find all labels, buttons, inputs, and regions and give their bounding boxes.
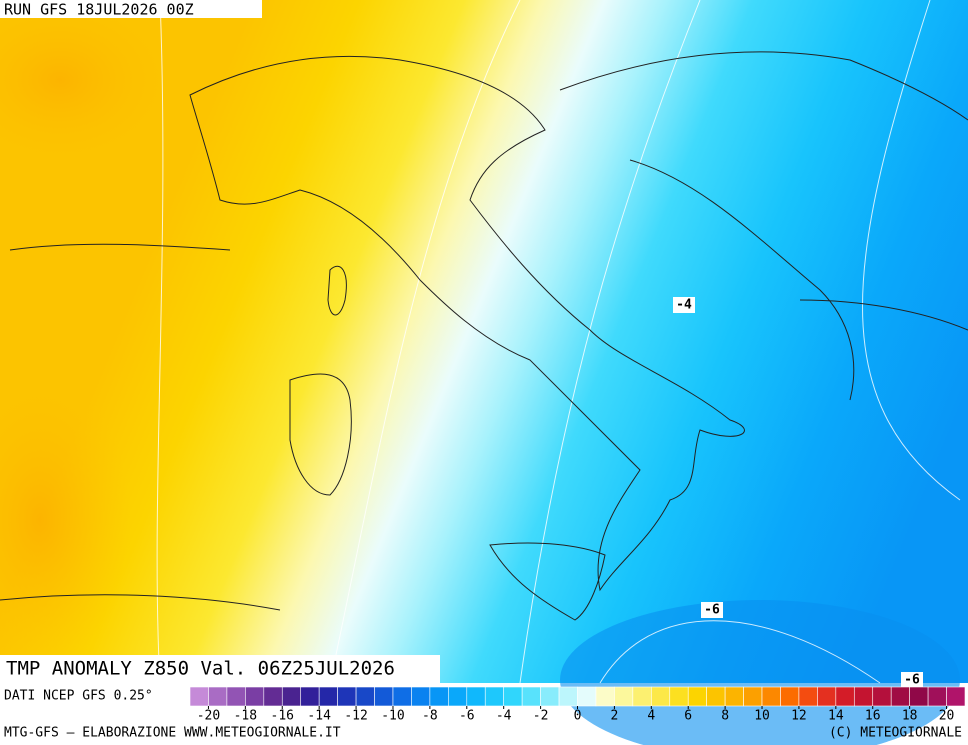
tick-label: 16: [865, 709, 881, 724]
color-swatch: [687, 686, 707, 707]
color-swatch: [540, 686, 560, 707]
color-swatch: [890, 686, 910, 707]
color-swatch: [355, 686, 375, 707]
color-swatch: [614, 686, 634, 707]
color-swatch: [318, 686, 338, 707]
tick-label: 12: [791, 709, 807, 724]
contour-labels: -4 -6 -6: [673, 297, 923, 688]
color-swatch: [392, 686, 412, 707]
map-title: TMP ANOMALY Z850 Val. 06Z25JUL2026: [6, 658, 395, 680]
color-swatch: [669, 686, 689, 707]
color-swatch: [927, 686, 947, 707]
color-swatch: [780, 686, 800, 707]
header-box: [0, 0, 262, 18]
color-swatch: [724, 686, 744, 707]
color-swatch: [835, 686, 855, 707]
color-swatch: [411, 686, 431, 707]
contour-label-box: [901, 672, 923, 688]
color-swatch: [558, 686, 578, 707]
color-swatch: [281, 686, 302, 707]
tick-label: 10: [754, 709, 770, 724]
tick-label: 0: [574, 709, 582, 724]
tick-label: 18: [902, 709, 918, 724]
tick-label: 20: [939, 709, 955, 724]
color-swatch: [226, 686, 246, 707]
source: DATI NCEP GFS 0.25°: [4, 689, 153, 704]
color-swatch: [577, 686, 597, 707]
color-swatch: [521, 686, 541, 707]
tick-label: -6: [459, 709, 475, 724]
tick-label: -4: [496, 709, 512, 724]
color-swatch: [817, 686, 837, 707]
color-swatch: [374, 686, 394, 707]
color-swatch: [208, 686, 228, 707]
color-swatch: [595, 686, 615, 707]
color-swatch: [189, 686, 209, 707]
coastlines: [0, 51, 968, 621]
tick-label: 2: [610, 709, 618, 724]
color-swatch: [484, 686, 504, 707]
tick-label: -14: [307, 709, 331, 724]
tick-label: 8: [721, 709, 729, 724]
color-swatch: [245, 686, 265, 707]
isolines: [156, 0, 961, 684]
color-swatch: [429, 686, 449, 707]
tick-label: -8: [422, 709, 438, 724]
legend: -20 -18 -16 -14 -12 -10 -8 -6 -4 -2 0 2 4 6 8 10 12 14 16 1…: [189, 686, 966, 724]
copyright: (C) METEOGIORNALE: [829, 726, 962, 741]
color-swatch: [632, 686, 652, 707]
title-box: [0, 655, 440, 683]
color-swatch: [651, 686, 671, 707]
color-swatch: [503, 686, 523, 707]
tick-label: -16: [271, 709, 294, 724]
color-swatch: [743, 686, 763, 707]
credit: MTG-GFS — ELABORAZIONE WWW.METEOGIORNALE…: [4, 726, 341, 741]
color-swatch: [706, 686, 726, 707]
contour-label: -6: [704, 603, 720, 618]
color-swatch: [909, 686, 929, 707]
tick-label: -10: [381, 709, 404, 724]
color-swatch: [798, 686, 818, 707]
contour-label: -4: [676, 298, 692, 313]
tick-label: -2: [533, 709, 549, 724]
color-swatch: [872, 686, 892, 707]
cold-core: [560, 600, 960, 745]
run-label: RUN GFS 18JUL2026 00Z: [4, 1, 194, 19]
tick-label: -12: [344, 709, 367, 724]
color-swatch: [263, 686, 283, 707]
tick-label: -18: [234, 709, 257, 724]
contour-label: -6: [904, 673, 920, 688]
tick-label: 14: [828, 709, 844, 724]
color-swatch: [337, 686, 357, 707]
color-swatch: [466, 686, 486, 707]
color-swatch: [946, 686, 966, 707]
tick-label: 4: [647, 709, 655, 724]
color-swatch: [300, 686, 320, 707]
tick-label: -20: [197, 709, 220, 724]
color-swatch: [448, 686, 468, 707]
contour-label-box: [673, 297, 695, 313]
color-swatch: [761, 686, 781, 707]
contour-label-box: [701, 602, 723, 618]
tick-label: 6: [684, 709, 692, 724]
color-swatch: [853, 686, 874, 707]
warm-core: [0, 0, 180, 170]
